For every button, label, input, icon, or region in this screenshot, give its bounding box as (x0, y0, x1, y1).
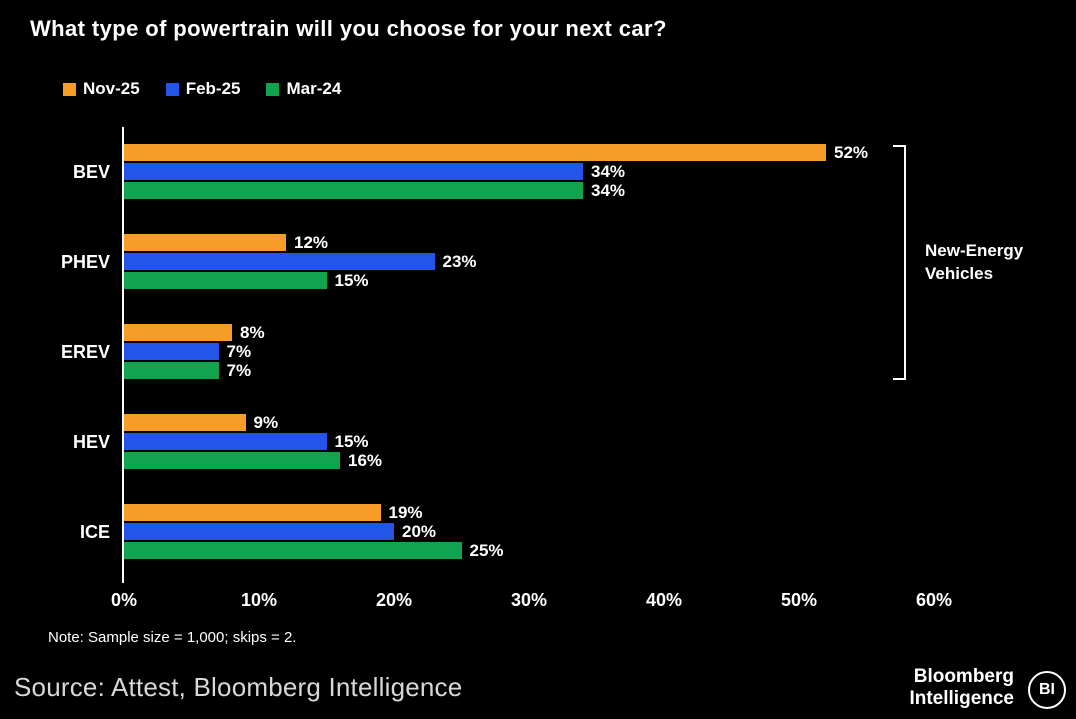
legend-item-mar-24: Mar-24 (266, 79, 341, 99)
legend-label: Nov-25 (83, 79, 140, 98)
bar-phev-nov-25 (124, 234, 286, 251)
value-label-erev-nov-25: 8% (240, 322, 265, 342)
bar-ice-feb-25 (124, 523, 394, 540)
value-label-phev-feb-25: 23% (442, 251, 477, 271)
legend-label: Mar-24 (286, 79, 342, 98)
bar-erev-feb-25 (124, 343, 219, 360)
brand-line-1: Bloomberg (913, 666, 1014, 687)
value-label-bev-feb-25: 34% (591, 161, 626, 181)
value-label-bev-nov-25: 52% (834, 142, 869, 162)
legend-item-feb-25: Feb-25 (165, 79, 241, 99)
legend-swatch-icon (266, 82, 280, 96)
legend-swatch-icon (63, 82, 76, 96)
x-tick-10: 10% (240, 590, 278, 610)
bar-ice-mar-24 (124, 542, 462, 559)
bi-logo-icon: BI (1028, 671, 1066, 709)
value-label-hev-feb-25: 15% (334, 431, 369, 451)
source-text: Source: Attest, Bloomberg Intelligence (14, 672, 463, 702)
bar-hev-nov-25 (124, 414, 246, 431)
x-tick-40: 40% (645, 590, 683, 610)
bar-erev-mar-24 (124, 362, 219, 379)
bar-bev-feb-25 (124, 163, 583, 180)
value-label-erev-mar-24: 7% (226, 360, 252, 380)
bar-erev-nov-25 (124, 324, 232, 341)
category-label-bev: BEV (72, 161, 110, 182)
bar-hev-feb-25 (124, 433, 327, 450)
bar-phev-feb-25 (124, 253, 435, 270)
brand-text: Bloomberg Intelligence (909, 666, 1014, 710)
x-tick-50: 50% (780, 590, 818, 610)
value-label-phev-mar-24: 15% (334, 270, 369, 290)
bar-bev-nov-25 (124, 144, 826, 161)
brand-line-2: Intelligence (909, 688, 1014, 709)
value-label-ice-mar-24: 25% (469, 540, 504, 560)
bar-bev-mar-24 (124, 182, 583, 199)
value-label-bev-mar-24: 34% (591, 180, 626, 200)
legend: Nov-25 Feb-25 Mar-24 (63, 79, 341, 99)
category-label-erev: EREV (60, 341, 110, 362)
value-label-ice-feb-25: 20% (402, 521, 437, 541)
x-tick-20: 20% (375, 590, 413, 610)
x-tick-60: 60% (915, 590, 953, 610)
value-label-phev-nov-25: 12% (294, 232, 329, 252)
new-energy-bracket (893, 145, 906, 380)
legend-item-nov-25: Nov-25 (63, 79, 140, 99)
category-label-hev: HEV (72, 431, 110, 452)
chart-title: What type of powertrain will you choose … (30, 16, 667, 41)
value-label-ice-nov-25: 19% (388, 502, 423, 522)
category-label-phev: PHEV (60, 251, 110, 272)
legend-label: Feb-25 (185, 79, 241, 98)
bar-phev-mar-24 (124, 272, 327, 289)
annotation-label: New-Energy Vehicles (925, 241, 1024, 283)
plot-area: BEV 52% 34% 34% PHEV 12% 23% 15% EREV 8% 7% 7% HEV 9%… (61, 127, 952, 610)
x-tick-0: 0% (110, 590, 138, 610)
value-label-hev-nov-25: 9% (253, 412, 279, 432)
value-label-hev-mar-24: 16% (348, 450, 383, 470)
bar-ice-nov-25 (124, 504, 381, 521)
x-tick-30: 30% (510, 590, 548, 610)
bar-hev-mar-24 (124, 452, 340, 469)
category-label-ice: ICE (79, 521, 110, 542)
value-label-erev-feb-25: 7% (226, 341, 252, 361)
footnote: Note: Sample size = 1,000; skips = 2. (48, 629, 297, 646)
legend-swatch-icon (165, 82, 179, 96)
